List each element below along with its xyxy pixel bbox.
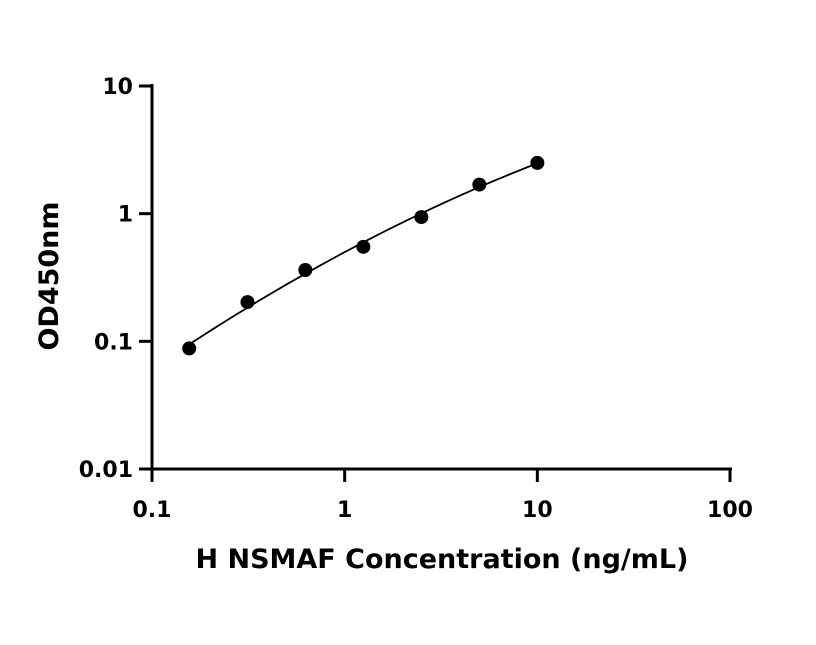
- data-points: [182, 155, 545, 356]
- data-point: [530, 155, 545, 170]
- x-tick-label: 1: [337, 498, 352, 523]
- data-point: [356, 239, 371, 254]
- data-point: [182, 341, 197, 356]
- axes: [150, 84, 732, 471]
- data-point: [414, 210, 429, 225]
- y-tick-label: 0.1: [94, 330, 133, 355]
- x-axis-title: H NSMAF Concentration (ng/mL): [196, 544, 689, 575]
- x-tick-label: 10: [522, 498, 553, 523]
- data-point: [240, 295, 255, 310]
- fit-curve-line: [188, 162, 538, 346]
- x-tick-label: 0.1: [133, 498, 172, 523]
- y-tick-label: 10: [102, 75, 133, 100]
- data-point: [298, 263, 313, 278]
- y-tick-label: 0.01: [79, 458, 133, 483]
- x-tick-label: 100: [707, 498, 753, 523]
- y-tick-label: 1: [118, 203, 133, 228]
- data-point: [472, 177, 487, 192]
- y-axis-title: OD450nm: [34, 201, 65, 350]
- fit-curve: [188, 162, 538, 346]
